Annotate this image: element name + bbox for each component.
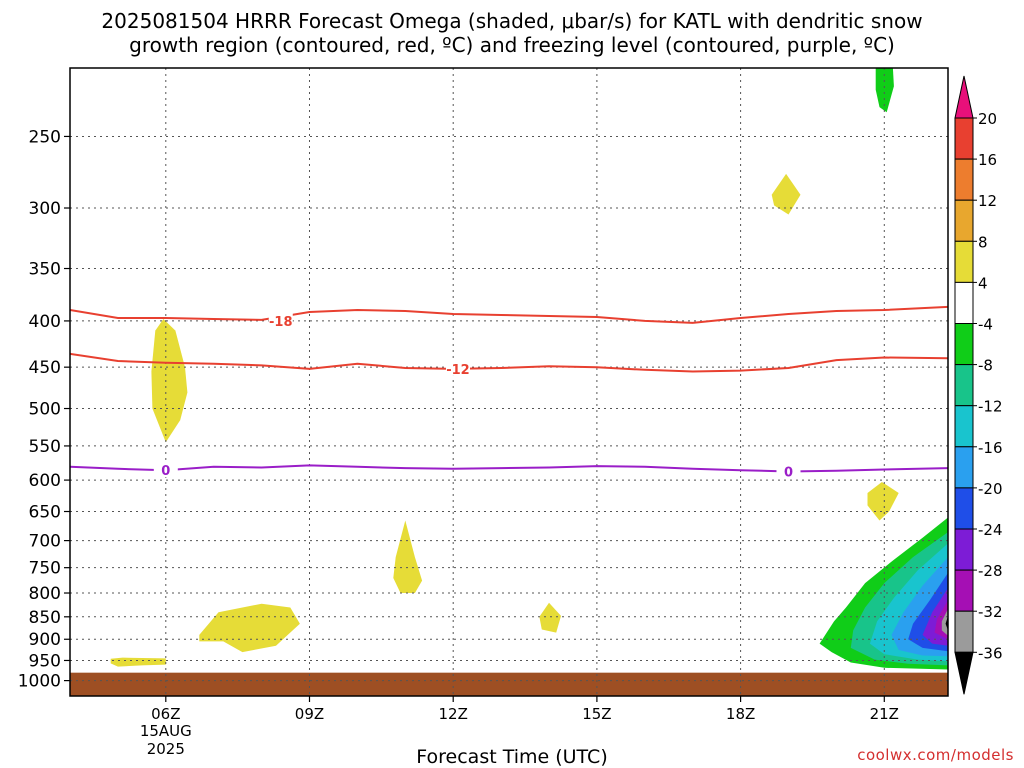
- colorbar-box-11: [954, 528, 974, 571]
- colorbar-box-3: [954, 199, 974, 242]
- y-tick-label-900: 900: [29, 630, 61, 650]
- y-tick-label-450: 450: [29, 358, 61, 378]
- colorbar-label--28: -28: [978, 562, 1003, 580]
- plot-frame: [69, 67, 949, 697]
- colorbar-label-20: 20: [978, 110, 997, 128]
- colorbar-label--16: -16: [978, 439, 1003, 457]
- contour-label--18: -18: [269, 315, 293, 330]
- contour-line-0: [70, 464, 948, 473]
- omega-region-0: [151, 319, 188, 443]
- y-tick-label-600: 600: [29, 471, 61, 491]
- colorbar-label-12: 12: [978, 192, 997, 210]
- x-tick-sublabel-year: 2025: [147, 740, 185, 758]
- x-tick-label-12Z: 12Z: [439, 705, 468, 723]
- colorbar-label-8: 8: [978, 233, 988, 251]
- omega-region-5: [771, 173, 801, 215]
- colorbar-box-13: [954, 610, 974, 653]
- contour-label-0-b: 0: [784, 465, 793, 480]
- contour-label-0: 0: [161, 464, 170, 479]
- omega-region-4: [539, 602, 561, 633]
- colorbar-label-16: 16: [978, 151, 997, 169]
- x-tick-label-18Z: 18Z: [726, 705, 755, 723]
- colorbar-box-12: [954, 569, 974, 612]
- colorbar-box-2: [954, 158, 974, 201]
- contour-line--18: [70, 305, 948, 324]
- chart-title-line1: 2025081504 HRRR Forecast Omega (shaded, …: [101, 9, 923, 33]
- ground-surface: [70, 672, 948, 696]
- x-tick-sublabel-date: 15AUG: [140, 722, 192, 740]
- y-tick-label-550: 550: [29, 437, 61, 457]
- colorbar-box-4: [954, 240, 974, 283]
- chart-title-line2: growth region (contoured, red, ºC) and f…: [129, 33, 895, 57]
- colorbar-label-4: 4: [978, 274, 988, 292]
- y-tick-label-850: 850: [29, 608, 61, 628]
- colorbar-bottom-arrow: [954, 651, 974, 695]
- plot-area: -18 -12 0 0: [70, 68, 948, 696]
- colorbar-box-1: [954, 117, 974, 160]
- colorbar-label--4: -4: [978, 316, 993, 334]
- y-tick-label-750: 750: [29, 559, 61, 579]
- colorbar-label--32: -32: [978, 603, 1003, 621]
- y-tick-label-1000: 1000: [18, 672, 61, 692]
- omega-region-3: [393, 520, 423, 593]
- colorbar-label--8: -8: [978, 357, 993, 375]
- colorbar-label--24: -24: [978, 521, 1003, 539]
- y-tick-label-300: 300: [29, 199, 61, 219]
- omega-region-6: [867, 482, 899, 521]
- colorbar-box-7: [954, 364, 974, 407]
- y-tick-label-700: 700: [29, 532, 61, 552]
- omega-region-2: [199, 603, 300, 653]
- x-tick-label-09Z: 09Z: [295, 705, 324, 723]
- y-tick-label-800: 800: [29, 584, 61, 604]
- x-tick-label-21Z: 21Z: [870, 705, 899, 723]
- y-tick-label-400: 400: [29, 312, 61, 332]
- y-tick-label-350: 350: [29, 260, 61, 280]
- colorbar-box-8: [954, 405, 974, 448]
- credit-link[interactable]: coolwx.com/models: [857, 746, 1014, 764]
- x-tick-label-06Z: 06Z: [151, 705, 180, 723]
- colorbar-label--36: -36: [978, 644, 1003, 662]
- x-axis-title: Forecast Time (UTC): [416, 746, 608, 768]
- y-tick-label-250: 250: [29, 127, 61, 147]
- colorbar-box-6: [954, 323, 974, 366]
- omega-region-15: [941, 608, 948, 636]
- y-tick-label-500: 500: [29, 400, 61, 420]
- y-tick-label-950: 950: [29, 651, 61, 671]
- colorbar-label--20: -20: [978, 480, 1003, 498]
- colorbar-label--12: -12: [978, 398, 1003, 416]
- y-tick-label-650: 650: [29, 503, 61, 523]
- colorbar-box-10: [954, 487, 974, 530]
- colorbar-top-arrow: [954, 75, 974, 119]
- contour-line--12: [70, 352, 948, 373]
- colorbar-box-5: [954, 281, 974, 324]
- omega-region-7: [875, 68, 894, 113]
- omega-region-1: [110, 657, 166, 667]
- x-tick-label-15Z: 15Z: [582, 705, 611, 723]
- contour-label--12: -12: [446, 363, 470, 378]
- colorbar-box-9: [954, 446, 974, 489]
